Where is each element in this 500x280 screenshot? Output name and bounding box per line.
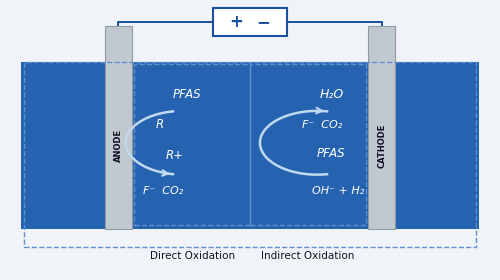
Text: Direct Oxidation: Direct Oxidation xyxy=(150,251,235,262)
Bar xyxy=(134,64,250,225)
Bar xyxy=(368,26,396,229)
Text: PFAS: PFAS xyxy=(317,147,346,160)
Bar xyxy=(24,62,476,247)
Bar xyxy=(250,64,366,225)
Text: R+: R+ xyxy=(166,149,184,162)
Bar xyxy=(212,8,288,36)
Text: +: + xyxy=(230,13,243,31)
Bar xyxy=(104,26,132,229)
Text: H₂O: H₂O xyxy=(320,88,344,101)
Text: F⁻  CO₂: F⁻ CO₂ xyxy=(143,186,184,196)
Text: CATHODE: CATHODE xyxy=(378,123,386,168)
Text: Indirect Oxidation: Indirect Oxidation xyxy=(261,251,354,262)
Bar xyxy=(22,62,478,229)
Text: R: R xyxy=(156,118,164,131)
Text: −: − xyxy=(256,13,270,31)
Text: ANODE: ANODE xyxy=(114,129,122,162)
Text: PFAS: PFAS xyxy=(173,88,202,101)
Text: F⁻  CO₂: F⁻ CO₂ xyxy=(302,120,343,130)
Text: OH⁻ + H₂: OH⁻ + H₂ xyxy=(312,186,364,196)
